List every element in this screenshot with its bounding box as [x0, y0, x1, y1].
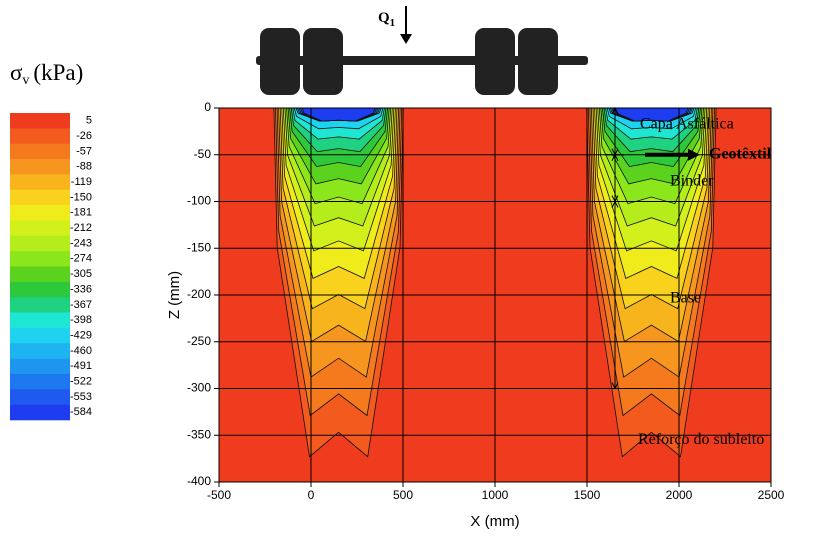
colorbar-swatch [10, 113, 70, 129]
tire [475, 28, 515, 95]
y-axis-label: Z (mm) [166, 271, 183, 319]
layer-label: Binder [670, 172, 714, 189]
colorbar-label: -26 [76, 130, 92, 142]
colorbar-swatch [10, 205, 70, 221]
x-tick-label: 2500 [758, 488, 785, 502]
colorbar-label: -150 [70, 191, 92, 203]
colorbar-label: -491 [70, 360, 92, 372]
colorbar-label: -398 [70, 314, 92, 326]
contour-band [301, 108, 376, 122]
subscript: v [22, 73, 29, 88]
colorbar-swatch [10, 373, 70, 390]
colorbar-label: 5 [86, 115, 92, 127]
overlay: -500 0 500 1000 1500 2000 2500 0 -50 -100 -150 -200… [166, 100, 785, 530]
subscript: 1 [390, 17, 396, 29]
colorbar-label: -57 [76, 145, 92, 157]
colorbar-swatch [10, 343, 70, 359]
layer-label: Capa Asfáltica [640, 116, 734, 133]
colorbar-swatch [10, 235, 70, 252]
tire [303, 28, 343, 95]
colorbar-label: -181 [70, 207, 92, 219]
plot-frame [218, 107, 772, 483]
x-tick-label: 1500 [574, 488, 601, 502]
arrowhead [611, 382, 619, 390]
y-tick-label: -150 [187, 240, 211, 254]
colorbar-swatch [10, 189, 70, 206]
arrowhead [688, 148, 700, 161]
symbol: σ [10, 60, 23, 85]
colorbar-swatch [10, 143, 70, 160]
x-tick-label: 2000 [666, 488, 693, 502]
layer-label: Reforço do subleito [638, 431, 764, 448]
colorbar-swatch [10, 266, 70, 283]
colorbar-swatch [10, 281, 70, 298]
colorbar-swatch [10, 251, 70, 267]
y-tick-label: -200 [187, 287, 211, 301]
contour-band [614, 108, 689, 122]
colorbar-swatch [10, 327, 70, 344]
load-arrowhead [400, 34, 412, 44]
colorbar-label: -522 [70, 376, 92, 388]
y-tick-label: -350 [187, 427, 211, 441]
colorbar-swatch [10, 404, 70, 421]
colorbar-label: -584 [70, 406, 92, 418]
colorbar-label: -119 [71, 176, 92, 188]
x-tick-label: 500 [393, 488, 413, 502]
layer-label: Base [670, 290, 701, 307]
colorbar-swatch [10, 389, 70, 405]
arrowhead [611, 200, 619, 208]
load-label: Q1 [378, 10, 395, 28]
x-tick-label: 1000 [482, 488, 509, 502]
y-tick-label: 0 [204, 100, 211, 114]
colorbar-label: -243 [70, 237, 92, 249]
colorbar-label: -274 [70, 253, 92, 265]
arrowhead [611, 153, 619, 161]
x-tick-label: -500 [207, 488, 231, 502]
colorbar-swatch [10, 174, 70, 191]
colorbar-label: -553 [70, 391, 92, 403]
x-axis-label: X (mm) [470, 513, 519, 530]
y-tick-label: -300 [187, 381, 211, 395]
colorbar-label: -367 [70, 299, 92, 311]
colorbar-swatch [10, 358, 70, 375]
colorbar-swatch [10, 159, 70, 175]
y-tick-label: -100 [187, 194, 211, 208]
colorbar-label: -88 [76, 161, 92, 173]
colorbar-label: -336 [70, 283, 92, 295]
tire [260, 28, 300, 95]
colorbar-title: σv (kPa) [10, 60, 83, 88]
colorbar-label: -429 [70, 329, 92, 341]
colorbar-label: -305 [70, 268, 92, 280]
y-tick-label: -50 [194, 147, 212, 161]
colorbar-swatch [10, 297, 70, 313]
unit: (kPa) [33, 60, 83, 85]
geotextile-label: Geotêxtil [709, 145, 772, 162]
colorbar-label: -460 [70, 345, 92, 357]
symbol: Q [378, 10, 390, 26]
tire [518, 28, 558, 95]
y-tick-label: -250 [187, 334, 211, 348]
axle-and-wheels [256, 6, 588, 95]
colorbar-swatch [10, 128, 70, 144]
y-tick-label: -400 [187, 474, 211, 488]
x-tick-label: 0 [308, 488, 315, 502]
colorbar-swatch [10, 312, 70, 329]
colorbar-label: -212 [70, 222, 92, 234]
colorbar-swatch [10, 220, 70, 237]
arrowhead [611, 106, 619, 115]
